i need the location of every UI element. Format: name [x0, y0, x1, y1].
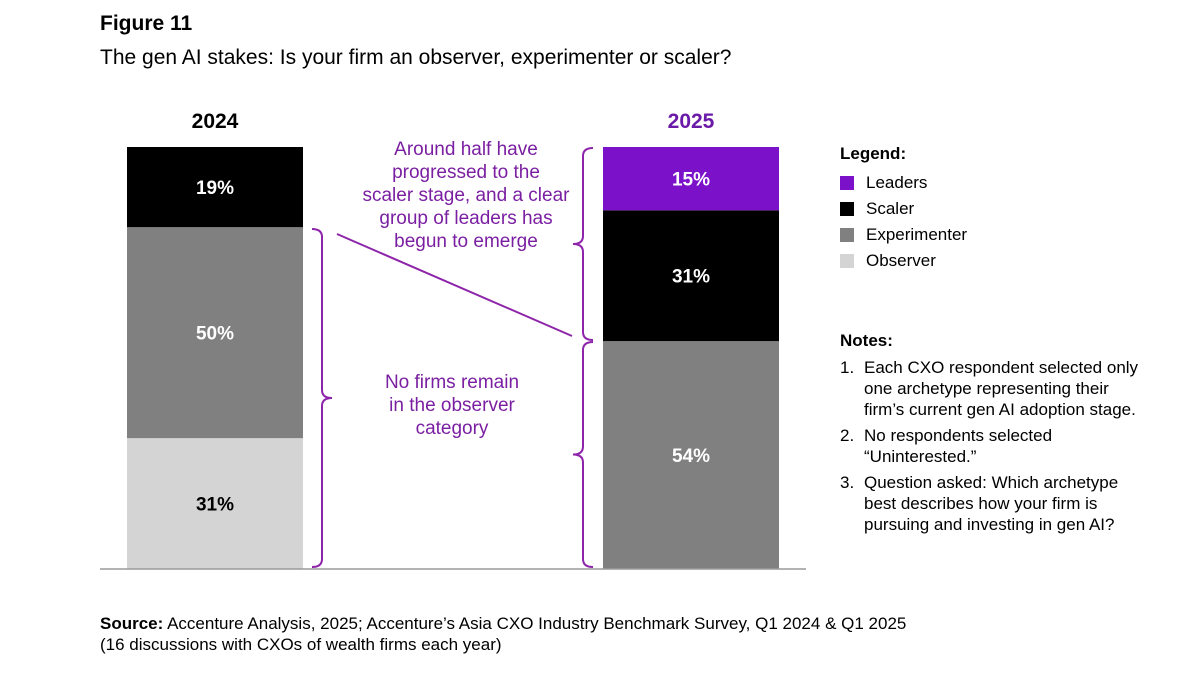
data-label-2024-observer: 31%: [196, 495, 234, 516]
note-2: 2. No respondents selected “Uninterested.…: [840, 425, 1140, 467]
bar-2024-experimenter: [127, 227, 303, 439]
annotation-decor: [311, 147, 594, 568]
bar-2025-experimenter: [603, 341, 779, 569]
source-note: Source: Accenture Analysis, 2025; Accent…: [100, 613, 1100, 655]
note-3: 3. Question asked: Which archetype best d…: [840, 472, 1140, 535]
chart-title: The gen AI stakes: Is your firm an obser…: [100, 46, 732, 69]
annotation-2: No firms remain in the observer category: [385, 372, 519, 439]
legend-swatch-experimenter: [840, 228, 854, 242]
annotation-1-line-4: group of leaders has: [379, 208, 552, 229]
annotation-2-line-3: category: [416, 418, 489, 439]
source-text-2: (16 discussions with CXOs of wealth firm…: [100, 635, 502, 654]
data-label-2025-experimenter: 54%: [672, 446, 710, 467]
legend-heading: Legend:: [840, 144, 907, 163]
annotation-1-line-3: scaler stage, and a clear: [362, 185, 570, 206]
category-label-2025: 2025: [668, 110, 715, 133]
annotation-1-line-2: progressed to the: [392, 162, 540, 183]
legend-swatch-observer: [840, 254, 854, 268]
connector-line: [336, 233, 573, 337]
legend-label-experimenter: Experimenter: [866, 225, 968, 244]
legend-item-observer: Observer: [840, 248, 967, 274]
legend-swatch-scaler: [840, 202, 854, 216]
source-text: Accenture Analysis, 2025; Accenture’s As…: [163, 614, 907, 633]
annotations-group: Around half have progressed to the scaler …: [362, 139, 570, 439]
notes-heading: Notes:: [840, 331, 893, 350]
note-text: Each CXO respondent selected only one ar…: [864, 358, 1139, 419]
data-labels-group: 19% 50% 31% 15% 31% 54%: [196, 170, 710, 516]
data-label-2024-experimenter: 50%: [196, 324, 234, 345]
bar-2024-scaler: [127, 147, 303, 228]
annotation-1: Around half have progressed to the scaler …: [362, 139, 570, 252]
bars-group: [127, 147, 779, 569]
note-text: No respondents selected “Uninterested.”: [864, 426, 1053, 466]
note-number: 1.: [840, 358, 855, 377]
source-label: Source:: [100, 614, 164, 633]
brace-2024-observer-experimenter: [311, 228, 333, 568]
note-text: Question asked: Which archetype best des…: [864, 473, 1119, 534]
notes-items: 1. Each CXO respondent selected only one …: [840, 357, 1140, 535]
legend-item-scaler: Scaler: [840, 196, 967, 222]
bar-2025-scaler: [603, 210, 779, 342]
data-label-2025-scaler: 31%: [672, 267, 710, 288]
annotation-1-line-5: begun to emerge: [394, 231, 538, 252]
legend-label-leaders: Leaders: [866, 173, 928, 192]
brace-2025-leaders-scaler: [572, 147, 594, 341]
legend: Legend: Leaders Scaler Experimenter Observe…: [840, 144, 967, 274]
note-number: 3.: [840, 473, 855, 492]
legend-item-leaders: Leaders: [840, 170, 967, 196]
legend-label-scaler: Scaler: [866, 199, 915, 218]
note-1: 1. Each CXO respondent selected only one …: [840, 357, 1140, 420]
annotation-1-line-1: Around half have: [394, 139, 538, 160]
category-label-2024: 2024: [192, 110, 239, 133]
notes: Notes: 1. Each CXO respondent selected on…: [840, 330, 1140, 540]
category-labels-group: 2024 2025: [192, 110, 715, 133]
stacked-bar-chart: 19% 50% 31% 15% 31% 54% 2024 2025 Around half …: [100, 110, 806, 570]
bar-2024-observer: [127, 438, 303, 569]
data-label-2025-leaders: 15%: [672, 170, 710, 191]
data-label-2024-scaler: 19%: [196, 178, 234, 199]
bar-2025-leaders: [603, 147, 779, 211]
legend-swatch-leaders: [840, 176, 854, 190]
figure-label: Figure 11: [100, 12, 193, 35]
annotation-2-line-2: in the observer: [389, 395, 515, 416]
legend-items: Leaders Scaler Experimenter Observer: [840, 170, 967, 274]
legend-label-observer: Observer: [866, 251, 936, 270]
legend-item-experimenter: Experimenter: [840, 222, 967, 248]
annotation-2-line-1: No firms remain: [385, 372, 519, 393]
brace-2025-experimenter: [572, 341, 594, 568]
note-number: 2.: [840, 426, 855, 445]
